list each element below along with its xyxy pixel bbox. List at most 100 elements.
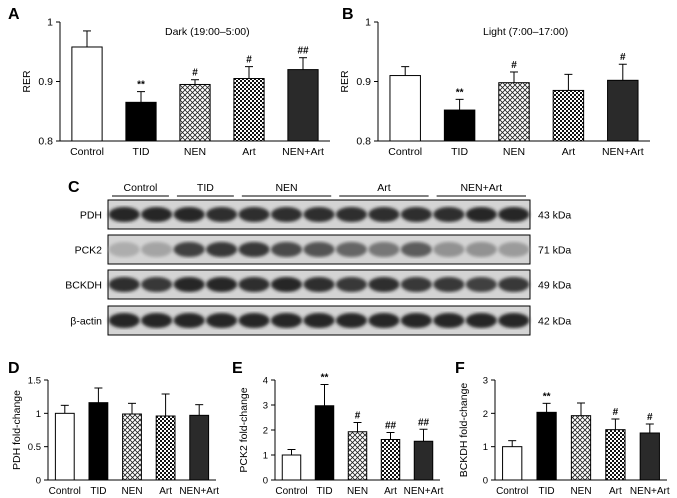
significance-mark: ## — [385, 421, 397, 432]
x-tick-label: Art — [609, 486, 622, 497]
bar-art — [605, 429, 626, 481]
bar-tid — [125, 101, 157, 142]
significance-mark: # — [647, 412, 653, 423]
x-tick-label: Control — [275, 486, 307, 497]
blot-band — [141, 312, 173, 329]
significance-mark: ## — [297, 46, 309, 57]
blot-band — [400, 206, 432, 223]
bar-control — [281, 454, 302, 481]
blot-band — [270, 241, 303, 258]
blot-band — [141, 276, 173, 293]
blot-band — [173, 206, 205, 223]
blot-band — [498, 312, 530, 329]
blot-band — [465, 241, 497, 258]
blot-protein-label: PDH — [80, 210, 102, 222]
blot-band — [368, 206, 400, 223]
blot-kda-label: 43 kDa — [538, 210, 571, 222]
blot-band — [238, 241, 270, 258]
y-tick-label: 1 — [483, 442, 488, 453]
blot-band — [108, 206, 140, 223]
chart-panel-b: 0.8 0.9 1 RER Light (7:00–17:00) Control ** TID… — [339, 17, 650, 158]
blot-band — [303, 312, 335, 329]
blot-band — [303, 206, 335, 223]
y-tick-label: 1 — [47, 17, 53, 29]
y-tick-label: 0.8 — [356, 136, 371, 148]
x-tick-label: Art — [242, 146, 256, 158]
y-tick-label: 0.9 — [38, 76, 53, 88]
blot-group-label: Art — [377, 182, 391, 194]
blot-band — [335, 206, 368, 223]
x-tick-label: TID — [451, 146, 468, 158]
chart-panel-d: 0 0.5 1 1.5 PDH fold-change Control TID NEN Art N… — [11, 376, 219, 498]
blot-band — [238, 206, 270, 223]
significance-mark: # — [511, 60, 517, 71]
x-tick-label: Art — [159, 486, 172, 497]
x-tick-label: NEN+Art — [282, 146, 324, 158]
x-tick-label: NEN+Art — [404, 486, 444, 497]
x-tick-label: NEN — [570, 486, 591, 497]
blot-band — [335, 312, 368, 329]
blot-band — [206, 206, 238, 223]
significance-mark: # — [613, 407, 619, 418]
bar-nen-plus-art — [413, 440, 434, 481]
significance-mark: # — [192, 68, 198, 79]
bar-nen — [347, 431, 368, 481]
blot-protein-label: BCKDH — [65, 280, 102, 292]
y-tick-label: 0.9 — [356, 76, 371, 88]
bar-control — [502, 446, 523, 481]
blot-group-label: NEN — [275, 182, 297, 194]
blot-band — [368, 241, 400, 258]
panel-label-e: E — [232, 360, 243, 377]
x-tick-label: TID — [539, 486, 555, 497]
bar-tid — [536, 411, 557, 481]
y-tick-label: 1.5 — [28, 376, 41, 387]
x-tick-label: NEN — [121, 486, 142, 497]
panel-label-f: F — [455, 360, 465, 377]
chart-title: Dark (19:00–5:00) — [165, 26, 250, 38]
x-tick-label: TID — [316, 486, 332, 497]
blot-band — [400, 276, 432, 293]
x-tick-label: TID — [90, 486, 106, 497]
blot-band — [433, 276, 465, 293]
blot-band — [141, 241, 173, 258]
y-tick-label: 0 — [483, 476, 488, 487]
blot-band — [270, 276, 303, 293]
bar-nen — [498, 82, 530, 142]
y-axis-label: BCKDH fold-change — [458, 383, 470, 478]
significance-mark: # — [246, 55, 252, 66]
x-tick-label: NEN — [503, 146, 525, 158]
panel-label-b: B — [342, 6, 354, 23]
x-tick-label: NEN — [184, 146, 206, 158]
bar-control — [389, 75, 421, 142]
blot-kda-label: 42 kDa — [538, 316, 571, 328]
y-tick-label: 2 — [263, 426, 268, 437]
bar-tid — [88, 402, 109, 481]
blot-band — [206, 312, 238, 329]
blot-band — [303, 241, 335, 258]
x-tick-label: Control — [70, 146, 104, 158]
blot-band — [498, 206, 530, 223]
y-tick-label: 0.8 — [38, 136, 53, 148]
y-tick-label: 1 — [36, 409, 41, 420]
western-blot-panel-c: Control TID NEN Art NEN+Art PDH 43 kDa PCK2 71 k… — [65, 182, 571, 336]
blot-band — [206, 241, 238, 258]
bar-art — [380, 439, 401, 481]
blot-band — [465, 312, 497, 329]
significance-mark: ** — [456, 87, 464, 98]
y-axis-label: RER — [21, 70, 33, 93]
bar-control — [54, 412, 75, 481]
y-tick-label: 1 — [365, 17, 371, 29]
bar-nen-plus-art — [189, 414, 210, 481]
chart-title: Light (7:00–17:00) — [483, 26, 568, 38]
blot-band — [238, 276, 270, 293]
significance-mark: ** — [543, 391, 551, 402]
panel-label-a: A — [8, 6, 20, 23]
blot-band — [465, 206, 497, 223]
x-tick-label: NEN+Art — [179, 486, 219, 497]
x-tick-label: Control — [496, 486, 528, 497]
y-tick-label: 0 — [36, 476, 41, 487]
blot-group-label: Control — [124, 182, 158, 194]
blot-band — [108, 276, 140, 293]
significance-mark: ## — [418, 417, 430, 428]
bar-tid — [314, 405, 335, 481]
